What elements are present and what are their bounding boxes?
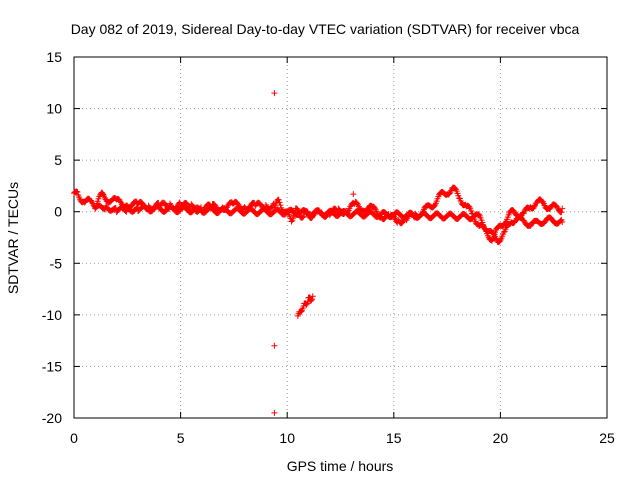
data-point [300, 213, 307, 220]
data-point [304, 299, 311, 306]
y-tick-label: -5 [50, 255, 63, 271]
axis-ticks [73, 56, 608, 419]
y-tick-label: 15 [46, 49, 62, 65]
data-point [74, 189, 81, 196]
data-point [309, 293, 316, 300]
data-point [354, 200, 361, 207]
data-point [277, 202, 284, 209]
y-tick-label: -10 [42, 307, 62, 323]
data-point [88, 197, 95, 204]
data-point [275, 196, 282, 203]
y-tick-label: -20 [42, 410, 62, 426]
data-point [176, 199, 183, 206]
data-point [294, 206, 301, 213]
x-tick-labels: 0 5 10 15 20 25 [70, 430, 615, 446]
y-tick-label: -15 [42, 358, 62, 374]
data-point [271, 342, 278, 349]
data-point [276, 199, 283, 206]
data-point [350, 191, 357, 198]
data-point [558, 209, 565, 216]
data-point [288, 218, 295, 225]
x-tick-label: 20 [493, 430, 509, 446]
chart-title: Day 082 of 2019, Sidereal Day-to-day VTE… [71, 21, 580, 37]
data-point [309, 296, 316, 303]
data-point [298, 308, 305, 315]
data-points [71, 90, 566, 416]
data-point [559, 219, 566, 226]
data-point [271, 90, 278, 97]
data-point [303, 301, 310, 308]
y-tick-label: 5 [54, 152, 62, 168]
x-tick-label: 0 [70, 430, 78, 446]
x-tick-label: 25 [599, 430, 615, 446]
x-tick-label: 10 [279, 430, 295, 446]
y-tick-label: 0 [54, 204, 62, 220]
plot-frame [73, 56, 608, 419]
x-tick-label: 5 [177, 430, 185, 446]
data-point [122, 208, 129, 215]
data-point [175, 200, 182, 207]
x-tick-label: 15 [386, 430, 402, 446]
x-axis-label: GPS time / hours [287, 458, 394, 474]
data-point [308, 297, 315, 304]
y-tick-label: 10 [46, 101, 62, 117]
data-point [299, 214, 306, 221]
y-tick-labels: -20 -15 -10 -5 0 5 10 15 [42, 49, 62, 426]
data-point [271, 409, 278, 416]
y-axis-label: SDTVAR / TECUs [5, 182, 21, 294]
grid-lines [74, 57, 607, 418]
data-point [559, 205, 566, 212]
